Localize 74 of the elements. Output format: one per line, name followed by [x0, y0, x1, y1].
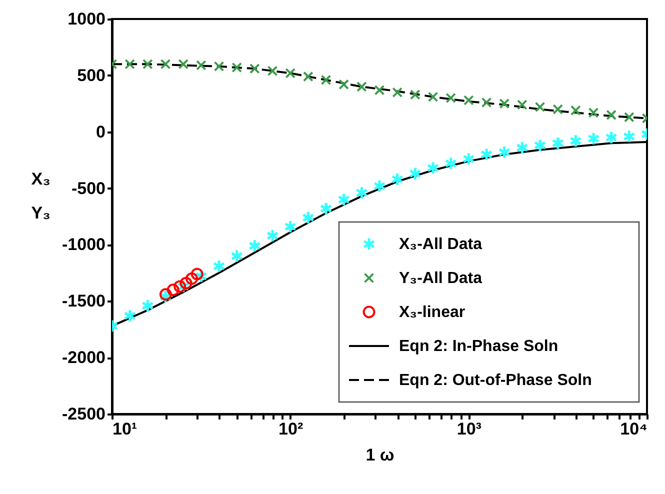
point — [516, 100, 528, 110]
point — [124, 58, 136, 70]
point — [124, 308, 136, 323]
point — [498, 145, 511, 160]
x-axis-title: 1 ω — [366, 446, 394, 464]
point — [426, 161, 440, 175]
point — [302, 71, 314, 82]
point — [230, 249, 244, 263]
point — [622, 129, 636, 144]
point — [160, 58, 171, 70]
y-tick-label: -1500 — [62, 292, 106, 311]
y-tick-label: -2000 — [62, 348, 106, 368]
y-axis-title: X₃ Y₃ — [31, 170, 50, 222]
y-tick-label: -500 — [71, 178, 106, 198]
point — [320, 202, 332, 216]
point — [374, 84, 385, 96]
point — [266, 228, 279, 243]
point — [320, 74, 332, 86]
point — [196, 60, 206, 70]
point — [605, 130, 618, 144]
point — [284, 220, 297, 234]
point — [606, 110, 617, 120]
point — [142, 58, 153, 70]
point — [373, 179, 386, 193]
point — [356, 82, 367, 92]
point — [588, 107, 599, 118]
point — [570, 105, 581, 116]
x-tick-label: 10³ — [456, 420, 482, 438]
point — [428, 92, 438, 102]
point — [446, 92, 456, 104]
y-tick-label: -2500 — [62, 404, 106, 424]
point — [552, 104, 564, 114]
legend-label: X₃-All Data — [399, 236, 482, 253]
point — [248, 238, 261, 253]
point — [534, 138, 546, 152]
point — [462, 152, 475, 166]
point — [141, 298, 154, 313]
point — [587, 132, 600, 146]
point — [302, 210, 314, 225]
point — [338, 79, 350, 90]
point — [267, 66, 278, 76]
legend-label: Eqn 2: Out-of-Phase Soln — [399, 372, 592, 389]
point — [392, 87, 403, 98]
y-tick-label: -1000 — [62, 235, 106, 254]
point — [552, 136, 564, 150]
point — [408, 166, 422, 181]
point — [285, 68, 296, 78]
point — [232, 62, 242, 73]
point — [624, 112, 634, 122]
legend-label: Y₃-All Data — [399, 270, 482, 287]
y-tick-label: 500 — [77, 66, 106, 85]
point — [338, 192, 350, 207]
x-tick-label: 10² — [278, 420, 304, 438]
point — [444, 156, 458, 170]
point — [410, 89, 420, 100]
y-tick-label: 0 — [96, 122, 106, 142]
legend-label: X₃-linear — [399, 304, 466, 321]
point — [249, 63, 260, 74]
point — [569, 134, 582, 148]
point — [534, 102, 546, 112]
x-tick-label: 10¹ — [112, 420, 138, 438]
point — [391, 172, 404, 186]
point — [355, 186, 368, 200]
point — [178, 58, 189, 70]
point — [212, 259, 226, 274]
point — [481, 97, 492, 108]
y-tick-label: 1000 — [68, 10, 106, 28]
x-tick-label: 10⁴ — [620, 420, 648, 438]
point — [463, 95, 474, 106]
point — [516, 140, 528, 155]
point — [214, 61, 224, 72]
point — [499, 98, 510, 109]
legend-label: Eqn 2: In-Phase Soln — [399, 338, 558, 355]
point — [480, 147, 493, 162]
